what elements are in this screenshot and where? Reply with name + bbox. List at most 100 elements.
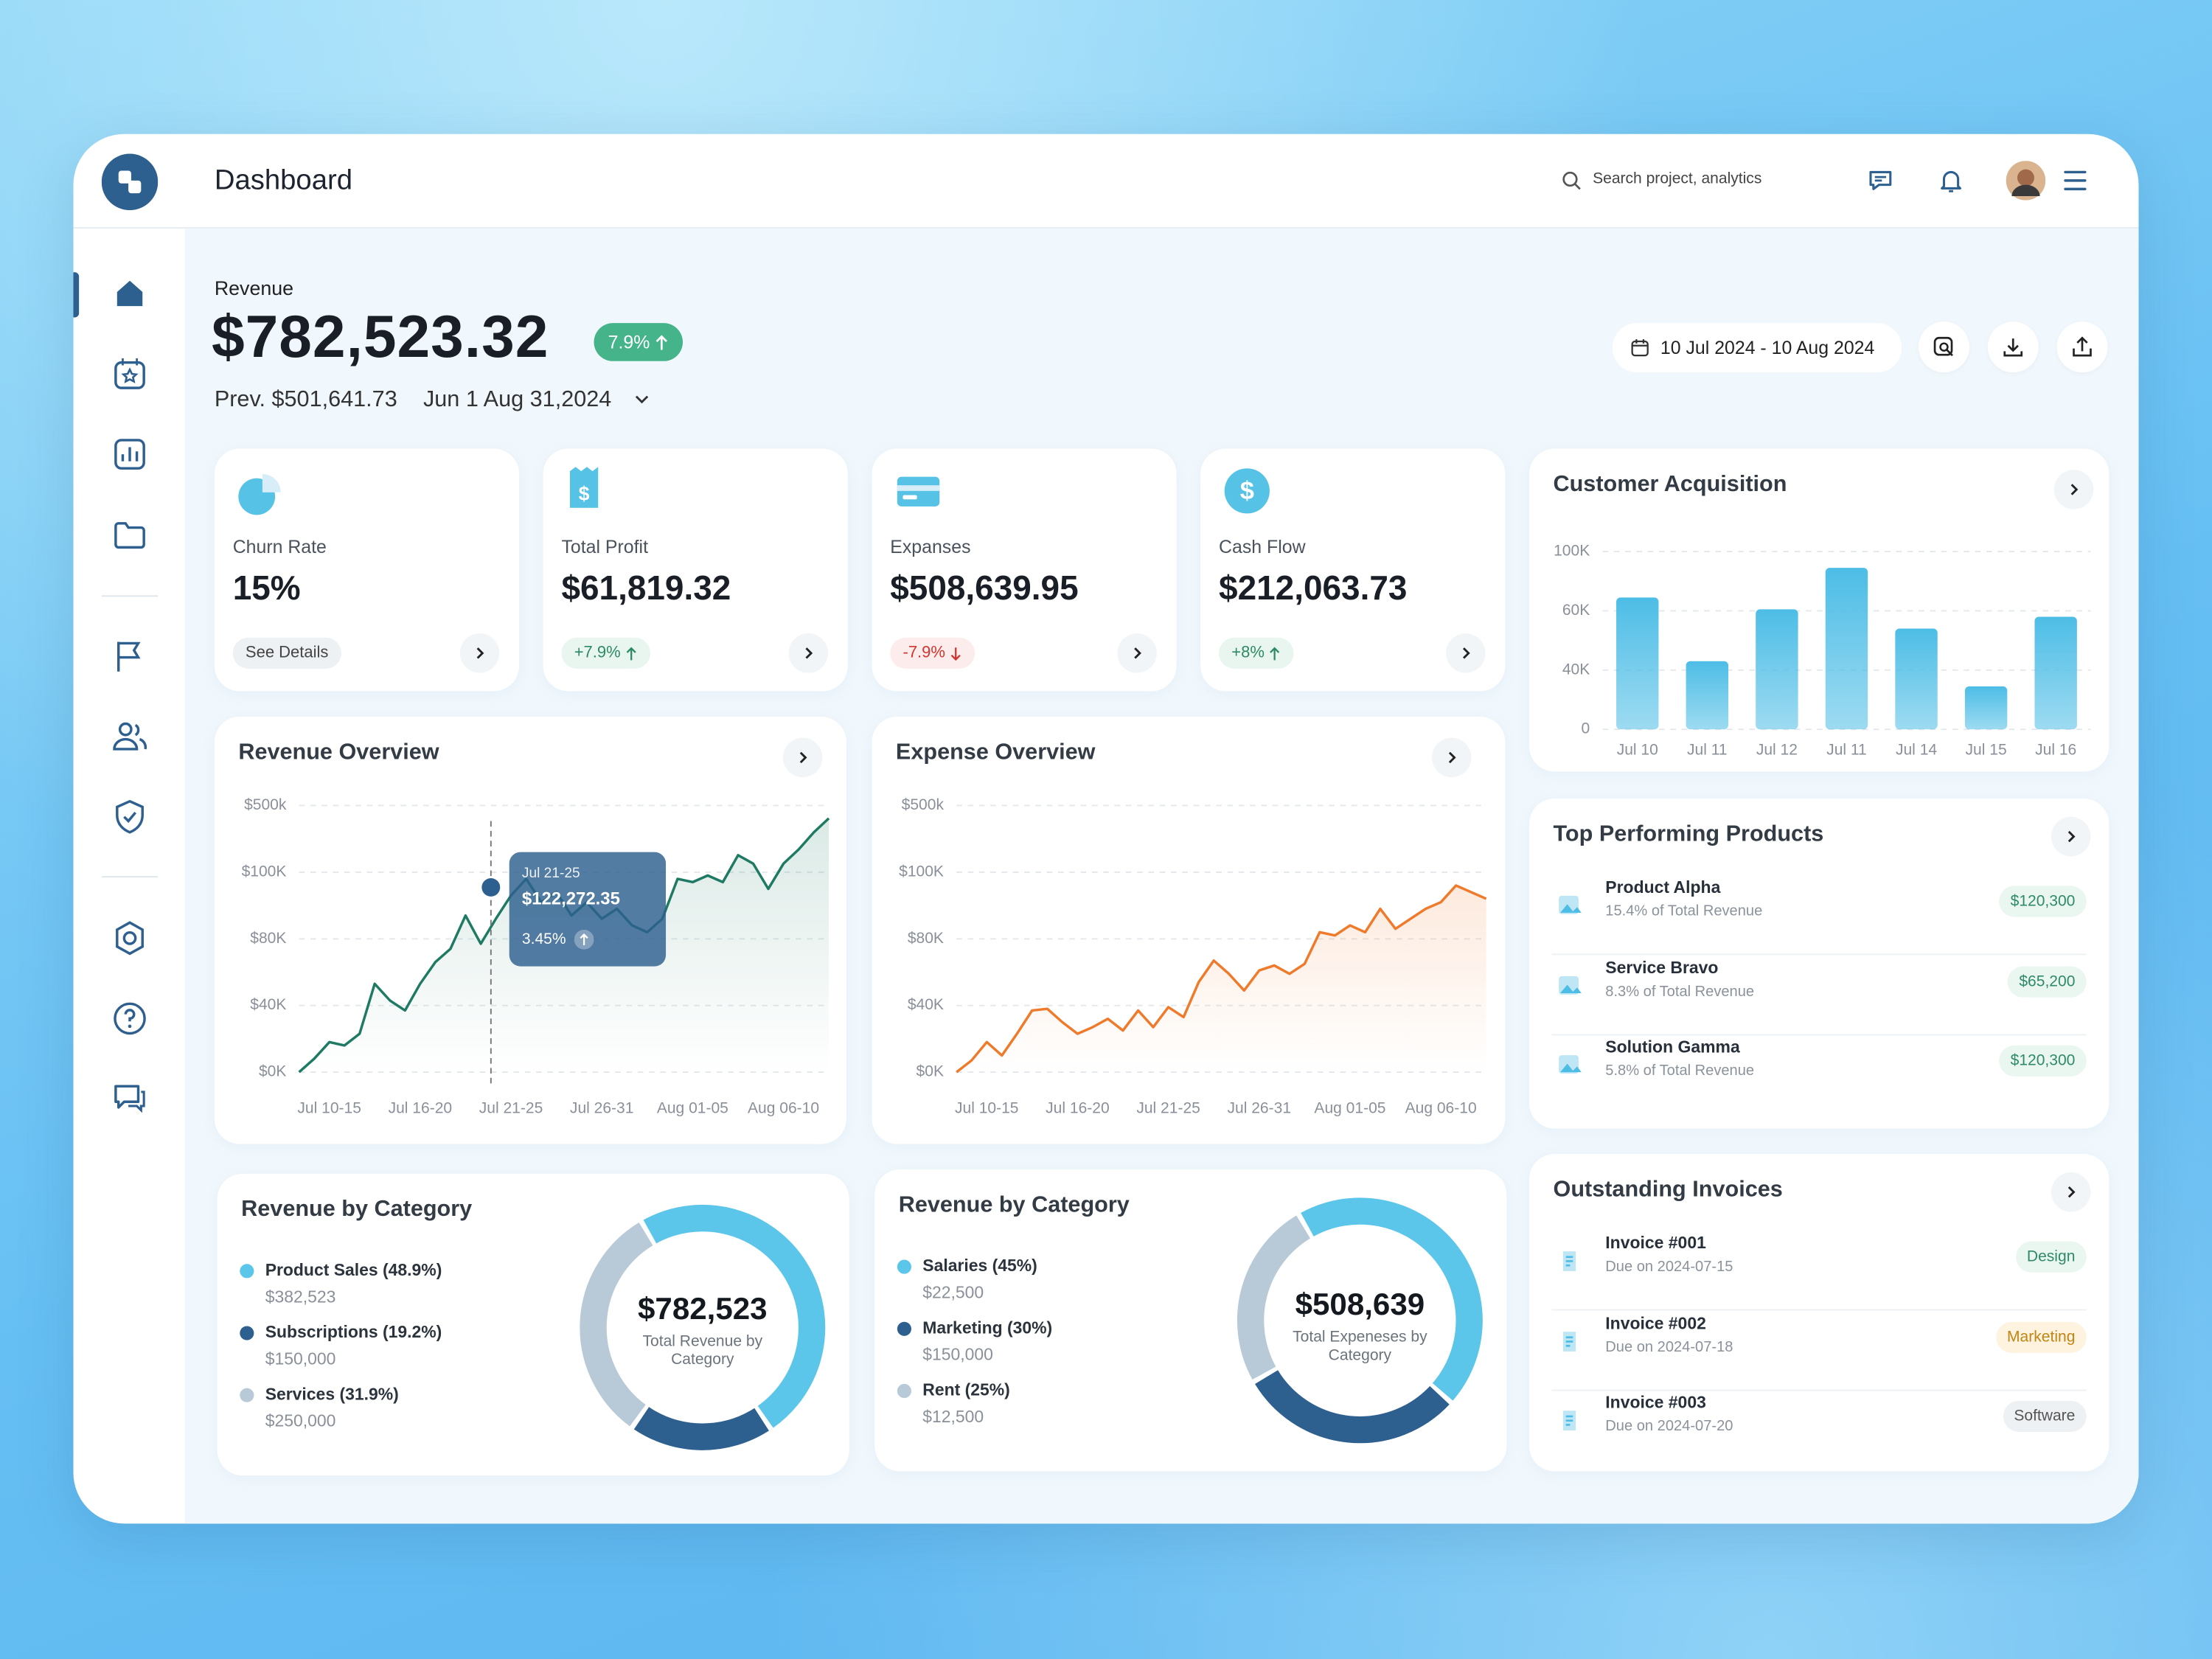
top-products-card: Top Performing Products Product Alpha 15.… [1528, 798, 2110, 1129]
product-row[interactable]: Solution Gamma 5.8% of Total Revenue $120,… [1552, 1035, 2087, 1114]
open-button[interactable] [2053, 470, 2094, 509]
kpi-card: Expanses $508,639.95 -7.9% [872, 448, 1177, 692]
nav-calendar[interactable] [111, 355, 148, 392]
product-amount: $120,300 [1999, 1045, 2087, 1077]
product-row[interactable]: Product Alpha 15.4% of Total Revenue $120,… [1551, 876, 2087, 956]
nav-settings[interactable] [111, 919, 148, 956]
nav-flag[interactable] [111, 638, 148, 675]
product-amount: $120,300 [1999, 886, 2087, 917]
invoice-row[interactable]: Invoice #001 Due on 2024-07-15 Design [1551, 1231, 2087, 1311]
sidebar-divider [101, 876, 159, 878]
details-badge[interactable]: See Details [232, 637, 341, 669]
period-dropdown-icon[interactable] [633, 392, 650, 406]
tooltip-period: Jul 21-25 [521, 866, 580, 882]
kpi-value: 15% [232, 569, 301, 608]
change-value: -7.9% [902, 644, 945, 662]
search-icon [1562, 171, 1581, 190]
invoice-tag: Software [2003, 1400, 2087, 1432]
download-button[interactable] [1987, 321, 2039, 373]
product-name: Product Alpha [1605, 877, 1721, 897]
card-title: Revenue by Category [898, 1193, 1130, 1218]
open-button[interactable] [2051, 816, 2091, 857]
kpi-label: Cash Flow [1219, 536, 1306, 557]
invoice-tag: Design [2015, 1241, 2087, 1273]
change-value: +8% [1231, 644, 1265, 662]
notifications-button[interactable] [1937, 167, 1965, 195]
card-title: Top Performing Products [1553, 822, 1824, 846]
revenue-amount: $782,523.32 [211, 303, 549, 370]
change-value: +7.9% [574, 644, 621, 662]
avatar[interactable] [2006, 161, 2046, 201]
dollar-icon: $ [1224, 468, 1270, 514]
up-arrow [1270, 646, 1280, 660]
product-icon [1559, 975, 1582, 994]
open-button[interactable] [459, 633, 500, 673]
invoice-row[interactable]: Invoice #002 Due on 2024-07-18 Marketing [1551, 1311, 2087, 1391]
kpi-label: Total Profit [561, 536, 648, 557]
up-arrow [626, 646, 636, 660]
product-name: Service Bravo [1605, 957, 1719, 977]
tooltip-up-icon [574, 929, 594, 950]
invoice-due: Due on 2024-07-15 [1605, 1258, 1733, 1276]
invoice-name: Invoice #002 [1605, 1312, 1706, 1333]
nav-users[interactable] [111, 718, 148, 755]
change-badge: -7.9% [890, 637, 975, 669]
open-button[interactable] [1431, 737, 1472, 778]
product-share: 8.3% of Total Revenue [1605, 982, 1755, 1000]
invoice-name: Invoice #001 [1605, 1233, 1706, 1253]
product-row[interactable]: Service Bravo 8.3% of Total Revenue $65,20… [1551, 956, 2087, 1035]
open-button[interactable] [1446, 633, 1486, 673]
card-icon [897, 476, 940, 507]
header-divider [73, 227, 2139, 229]
open-button[interactable] [782, 737, 823, 778]
nav-help[interactable] [111, 1001, 148, 1037]
card-title: Revenue Overview [238, 740, 439, 765]
nav-files[interactable] [111, 516, 148, 553]
receipt-icon: $ [569, 467, 599, 508]
messages-button[interactable] [1866, 167, 1894, 195]
product-share: 5.8% of Total Revenue [1605, 1062, 1755, 1079]
date-range-picker[interactable]: 10 Jul 2024 - 10 Aug 2024 [1612, 323, 1902, 373]
open-button[interactable] [1117, 633, 1157, 673]
period-selector[interactable]: Jun 1 Aug 31,2024 [422, 388, 612, 412]
calendar-icon [1631, 339, 1649, 357]
nav-analytics[interactable] [111, 436, 148, 473]
nav-home[interactable] [111, 275, 148, 312]
tooltip-change: 3.45% [521, 931, 566, 948]
search-report-button[interactable] [1919, 321, 1969, 373]
donut-center: $782,523 Total Revenue by Category [618, 1291, 787, 1370]
date-range: 10 Jul 2024 - 10 Aug 2024 [1660, 337, 1875, 358]
invoice-due: Due on 2024-07-18 [1605, 1338, 1733, 1355]
revenue-label: Revenue [214, 276, 294, 299]
invoices-card: Outstanding Invoices Invoice #001 Due on … [1528, 1154, 2110, 1472]
donut-total: $782,523 [638, 1290, 768, 1326]
share-button[interactable] [2056, 321, 2108, 373]
donut-caption: Total Expeneses by Category [1293, 1329, 1427, 1365]
invoice-tag: Marketing [1995, 1321, 2087, 1352]
revenue-tooltip: Jul 21-25 $122,272.35 3.45% [509, 852, 667, 967]
sidebar-divider [101, 595, 159, 597]
revenue-change: 7.9% [608, 331, 650, 353]
invoice-name: Invoice #003 [1605, 1392, 1706, 1413]
product-name: Solution Gamma [1605, 1037, 1740, 1057]
revenue-previous: Prev. $501,641.73 [214, 388, 397, 412]
kpi-card: Churn Rate 15% See Details [214, 448, 520, 692]
search-input[interactable]: Search project, analytics [1593, 170, 1762, 188]
product-share: 15.4% of Total Revenue [1605, 902, 1763, 920]
product-icon [1559, 1055, 1582, 1074]
menu-button[interactable] [2062, 170, 2087, 192]
logo[interactable] [101, 153, 159, 211]
open-button[interactable] [788, 633, 829, 673]
revenue-change-badge: 7.9% [594, 323, 683, 361]
invoice-row[interactable]: Invoice #003 Due on 2024-07-20 Software [1552, 1391, 2087, 1470]
pie-icon [238, 473, 281, 515]
open-button[interactable] [2051, 1172, 2091, 1212]
nav-security[interactable] [111, 799, 148, 835]
change-badge: +8% [1219, 637, 1295, 669]
tooltip-amount: $122,272.35 [521, 888, 620, 909]
donut-center: $508,639 Total Expeneses by Category [1276, 1287, 1445, 1366]
nav-chat[interactable] [111, 1079, 148, 1116]
kpi-label: Expanses [890, 536, 971, 557]
